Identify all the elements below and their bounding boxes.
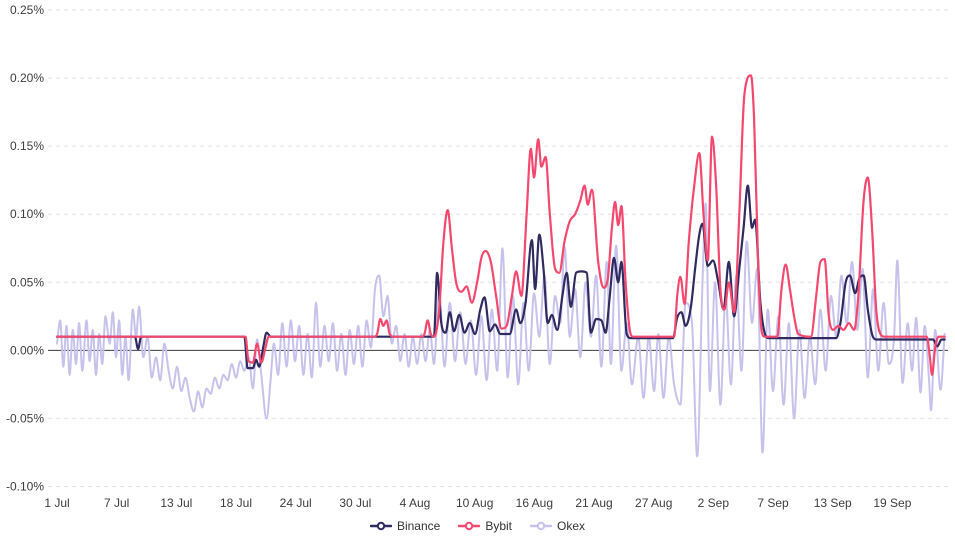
x-tick-label: 16 Aug (516, 496, 553, 510)
x-tick-label: 2 Sep (698, 496, 730, 510)
y-tick-label: 0.05% (10, 275, 44, 289)
y-tick-label: 0.25% (10, 3, 44, 17)
x-tick-label: 7 Sep (757, 496, 789, 510)
x-tick-label: 1 Jul (44, 496, 69, 510)
x-tick-label: 7 Jul (104, 496, 129, 510)
x-tick-label: 24 Jul (280, 496, 312, 510)
x-tick-label: 13 Sep (814, 496, 852, 510)
axis-labels: 0.25% 0.20% 0.15% 0.10% 0.05% 0.00% -0.05% -0.1… (6, 3, 912, 510)
legend-line-circle-icon (458, 521, 481, 531)
x-tick-label: 21 Aug (575, 496, 612, 510)
y-tick-label: 0.00% (10, 343, 44, 357)
x-tick-label: 30 Jul (339, 496, 371, 510)
legend-label: Okex (557, 519, 586, 533)
legend-label: Binance (396, 519, 441, 533)
legend-line-circle-icon (369, 521, 392, 531)
x-tick-label: 4 Aug (400, 496, 431, 510)
legend-label: Bybit (485, 519, 513, 533)
y-tick-label: -0.05% (6, 411, 44, 425)
x-tick-label: 18 Jul (220, 496, 252, 510)
plot-area[interactable] (55, 74, 946, 458)
y-tick-label: 0.15% (10, 139, 44, 153)
x-tick-label: 19 Sep (873, 496, 911, 510)
x-tick-label: 13 Jul (160, 496, 192, 510)
x-tick-label: 10 Aug (456, 496, 493, 510)
legend-item-okex[interactable]: Okex (530, 519, 585, 533)
gridlines (48, 9, 948, 487)
legend-line-circle-icon (530, 521, 553, 531)
series-line-okex (56, 202, 946, 458)
series-line-binance (55, 184, 946, 370)
legend-item-binance[interactable]: Binance (369, 519, 441, 533)
y-tick-label: 0.20% (10, 71, 44, 85)
x-tick-label: 27 Aug (635, 496, 672, 510)
legend-item-bybit[interactable]: Bybit (458, 519, 512, 533)
y-tick-label: -0.10% (6, 480, 44, 494)
y-tick-label: 0.10% (10, 207, 44, 221)
chart-legend: Binance Bybit Okex (0, 519, 955, 533)
series-line-bybit (55, 74, 946, 376)
